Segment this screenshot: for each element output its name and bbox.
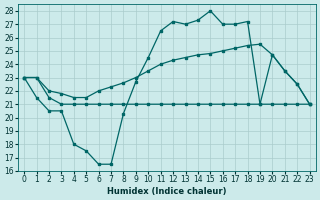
X-axis label: Humidex (Indice chaleur): Humidex (Indice chaleur)	[107, 187, 227, 196]
